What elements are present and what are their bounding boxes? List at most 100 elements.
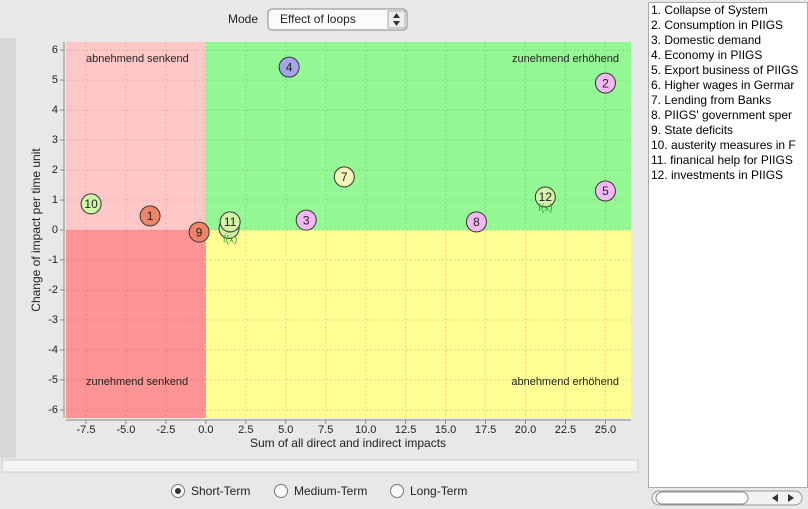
scroll-arrows[interactable] xyxy=(772,494,794,502)
point: 12 xyxy=(534,186,556,208)
y-tick-label: 1 xyxy=(52,194,58,206)
list-item[interactable]: 3. Domestic demand xyxy=(651,33,762,47)
y-tick-label: 3 xyxy=(52,134,58,146)
point: 4 xyxy=(278,56,300,78)
point-marker xyxy=(139,205,161,227)
point: 7 xyxy=(333,166,355,188)
list-scrollbar[interactable] xyxy=(648,488,808,508)
list-item[interactable]: 11. finanical help for PIIGS xyxy=(651,153,793,167)
point: 9 xyxy=(188,221,210,243)
x-tick-label: 22.5 xyxy=(555,424,576,436)
y-tick-label: -6 xyxy=(48,404,58,416)
radio-option[interactable]: Short-Term xyxy=(171,484,251,498)
x-tick-label: 2.5 xyxy=(238,424,253,436)
x-axis-label: Sum of all direct and indirect impacts xyxy=(250,436,446,450)
list-item[interactable]: 6. Higher wages in Germar xyxy=(651,78,795,92)
point-label: 12 xyxy=(539,190,553,204)
scroll-thumb[interactable] xyxy=(655,491,749,505)
point-marker xyxy=(80,193,102,215)
quadrant xyxy=(205,230,631,418)
y-axis-label: Change of impact per time unit xyxy=(29,148,43,312)
quadrant-label: zunehmend erhöhend xyxy=(512,53,619,65)
y-tick-label: 2 xyxy=(52,164,58,176)
list-item[interactable]: 2. Consumption in PIIGS xyxy=(651,18,784,32)
combo-arrows[interactable] xyxy=(387,10,406,29)
quadrant-label: abnehmend erhöhend xyxy=(511,376,619,388)
y-tick-label: 4 xyxy=(52,104,58,116)
radio-dot xyxy=(175,488,181,494)
mode-combo[interactable] xyxy=(267,8,408,31)
quadrant-label: abnehmend senkend xyxy=(86,53,189,65)
y-tick-label: -3 xyxy=(48,314,58,326)
list-item[interactable]: 10. austerity measures in F xyxy=(651,138,796,152)
point-marker xyxy=(465,211,487,233)
list-item[interactable]: 4. Economy in PIIGS xyxy=(651,48,763,62)
radio-label: Long-Term xyxy=(410,484,467,498)
point: 2 xyxy=(594,72,616,94)
x-tick-label: 20.0 xyxy=(515,424,536,436)
list-item[interactable]: 8. PIIGS' government sper xyxy=(651,108,793,122)
point-marker xyxy=(278,56,300,78)
point-label: 10 xyxy=(84,197,98,211)
quadrant-label: zunehmend senkend xyxy=(86,376,188,388)
point-marker xyxy=(295,209,317,231)
point: 3 xyxy=(295,209,317,231)
radio-button[interactable] xyxy=(390,484,404,498)
annotation: f(x) xyxy=(538,203,552,214)
list-item[interactable]: 12. investments in PIIGS xyxy=(651,168,784,182)
h-divider xyxy=(1,459,639,473)
point-label: 4 xyxy=(286,60,293,74)
y-tick-label: 6 xyxy=(52,44,58,56)
point-label: 3 xyxy=(303,213,310,227)
point-label: 5 xyxy=(602,184,609,198)
point: 1 xyxy=(139,205,161,227)
radio-label: Short-Term xyxy=(191,484,250,498)
point-label: 2 xyxy=(602,76,609,90)
y-tick-label: -1 xyxy=(48,254,58,266)
y-tick-label: -4 xyxy=(48,344,58,356)
combo-arrow-icon xyxy=(393,13,400,26)
quadrant xyxy=(205,42,631,230)
x-tick-label: 10.0 xyxy=(355,424,376,436)
list-item[interactable]: 9. State deficits xyxy=(651,123,734,137)
mode-value: Effect of loops xyxy=(280,12,356,26)
x-tick-label: 0.0 xyxy=(198,424,213,436)
x-tick-label: -2.5 xyxy=(156,424,175,436)
point: 8 xyxy=(465,211,487,233)
side-strip xyxy=(0,38,16,458)
point-marker xyxy=(594,180,616,202)
point-marker xyxy=(188,221,210,243)
radio-option[interactable]: Medium-Term xyxy=(274,484,368,498)
radio-button[interactable] xyxy=(274,484,288,498)
point-marker xyxy=(534,186,556,208)
point-label: 7 xyxy=(341,170,348,184)
point-label: 8 xyxy=(473,215,480,229)
point: 5 xyxy=(594,180,616,202)
y-tick-label: -5 xyxy=(48,374,58,386)
x-tick-label: -7.5 xyxy=(76,424,95,436)
point-label: 1 xyxy=(147,209,154,223)
annotation: f(x) xyxy=(223,235,237,246)
quadrant xyxy=(66,230,206,418)
radio-option[interactable]: Long-Term xyxy=(390,484,468,498)
x-tick-label: 12.5 xyxy=(395,424,416,436)
x-tick-label: 15.0 xyxy=(435,424,456,436)
y-tick-label: -2 xyxy=(48,284,58,296)
x-tick-label: 17.5 xyxy=(475,424,496,436)
x-tick-label: 7.5 xyxy=(318,424,333,436)
list-item[interactable]: 7. Lending from Banks xyxy=(651,93,772,107)
point-marker xyxy=(594,72,616,94)
radio-label: Medium-Term xyxy=(294,484,367,498)
y-tick-label: 5 xyxy=(52,74,58,86)
x-tick-label: 5.0 xyxy=(278,424,293,436)
point: 10 xyxy=(80,193,102,215)
legend-list[interactable]: 1. Collapse of System 2. Consumption in P… xyxy=(648,2,808,488)
y-tick-label: 0 xyxy=(52,224,58,236)
point: 11 xyxy=(219,211,241,233)
point-marker xyxy=(219,211,241,233)
point-label: 11 xyxy=(224,215,237,229)
mode-label: Mode xyxy=(228,12,258,26)
list-item[interactable]: 1. Collapse of System xyxy=(651,3,768,17)
list-item[interactable]: 5. Export business of PIIGS xyxy=(651,63,799,77)
